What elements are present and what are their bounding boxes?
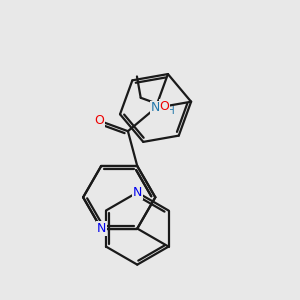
Text: N: N — [133, 186, 142, 199]
Text: N: N — [151, 101, 160, 115]
Text: O: O — [160, 100, 170, 113]
Text: N: N — [97, 222, 106, 235]
Text: H: H — [167, 106, 175, 116]
Text: O: O — [94, 114, 104, 127]
